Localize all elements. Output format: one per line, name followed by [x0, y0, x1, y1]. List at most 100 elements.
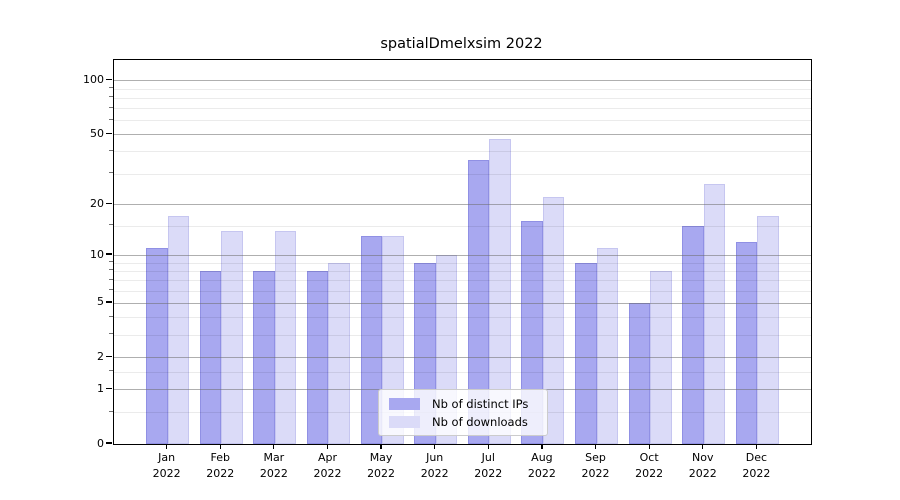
y-tick: [106, 78, 113, 81]
y-tick: [106, 301, 113, 303]
y-tick: [106, 442, 113, 444]
bar-distinct-ips-aug: [521, 220, 543, 444]
year-label: 2022: [688, 466, 717, 480]
x-tick-label-jun: Jun 2022: [407, 450, 463, 481]
x-tick: [702, 444, 704, 449]
year-label: 2022: [206, 466, 235, 480]
month-label: Sep: [585, 451, 606, 464]
y-minor-tick: [109, 106, 113, 108]
y-minor-tick: [109, 172, 113, 174]
x-tick: [594, 444, 597, 449]
legend-label-distinct-ips: Nb of distinct IPs: [432, 396, 529, 411]
plot-area: [113, 59, 812, 445]
bar-downloads-nov: [703, 184, 726, 444]
y-tick-label: 50: [90, 126, 104, 140]
y-tick-label: 100: [83, 72, 104, 86]
gridline-minor: [114, 88, 811, 90]
month-label: May: [369, 451, 393, 464]
x-tick-label-dec: Dec 2022: [728, 450, 784, 481]
y-minor-tick: [109, 370, 113, 372]
x-tick-label-oct: Oct 2022: [621, 450, 677, 481]
y-tick: [106, 202, 113, 204]
y-minor-tick: [109, 278, 113, 280]
x-tick: [487, 444, 489, 449]
gridline-major: [114, 255, 811, 257]
y-tick-label: 10: [90, 247, 104, 261]
y-minor-tick: [109, 333, 113, 335]
bar-distinct-ips-jul: [467, 159, 490, 444]
y-minor-tick: [109, 149, 113, 151]
gridline-minor: [114, 262, 811, 264]
y-tick-label: 1: [97, 381, 104, 395]
gridline-minor: [114, 290, 811, 292]
x-tick: [541, 444, 543, 449]
y-minor-tick: [109, 87, 113, 89]
gridline-minor: [114, 225, 811, 227]
y-tick: [106, 132, 113, 134]
y-minor-tick: [109, 224, 113, 226]
x-tick: [273, 444, 275, 449]
year-label: 2022: [367, 466, 396, 480]
x-tick-label-jul: Jul 2022: [460, 450, 516, 481]
gridline-minor: [114, 151, 811, 153]
month-label: Aug: [531, 451, 553, 464]
y-tick: [106, 253, 113, 255]
gridline-minor: [114, 97, 811, 99]
legend-swatch-downloads: [389, 415, 420, 428]
y-minor-tick: [109, 261, 113, 263]
month-label: Apr: [317, 451, 337, 464]
x-tick: [165, 444, 168, 449]
gridline-minor: [114, 173, 811, 175]
gridline-minor: [114, 334, 811, 336]
year-label: 2022: [474, 466, 503, 480]
y-tick-label: 0: [97, 436, 104, 450]
y-tick-label: 5: [97, 295, 104, 309]
y-minor-tick: [109, 269, 113, 271]
month-label: Dec: [745, 451, 768, 464]
legend-swatch-distinct-ips: [389, 397, 420, 410]
month-label: Oct: [639, 451, 659, 464]
bar-downloads-jul: [489, 139, 511, 444]
gridline-minor: [114, 371, 811, 373]
bar-downloads-aug: [542, 197, 565, 444]
legend-item-downloads: Nb of downloads: [379, 415, 547, 429]
y-tick-label: 2: [97, 349, 104, 363]
bar-downloads-mar: [274, 230, 297, 444]
bar-downloads-jan: [167, 216, 190, 444]
year-label: 2022: [313, 466, 342, 480]
year-label: 2022: [742, 466, 771, 480]
gridline-major: [114, 134, 811, 136]
y-minor-tick: [109, 410, 113, 412]
bar-downloads-dec: [757, 216, 779, 444]
y-tick: [106, 355, 113, 358]
year-label: 2022: [527, 466, 556, 480]
month-label: Jan: [158, 451, 176, 464]
gridline-major: [114, 357, 811, 359]
year-label: 2022: [420, 466, 449, 480]
legend-label-downloads: Nb of downloads: [432, 414, 528, 429]
month-label: Jul: [481, 451, 495, 464]
gridline-minor: [114, 280, 811, 282]
y-tick-label: 20: [90, 196, 104, 210]
x-tick: [434, 444, 436, 449]
year-label: 2022: [635, 466, 664, 480]
bar-downloads-sep: [596, 248, 618, 444]
gridline-minor: [114, 108, 811, 110]
y-minor-tick: [109, 289, 113, 291]
x-tick: [219, 444, 221, 449]
y-tick: [106, 387, 113, 390]
bar-distinct-ips-oct: [628, 302, 651, 444]
month-label: Mar: [263, 451, 285, 464]
bar-distinct-ips-sep: [575, 262, 597, 444]
year-label: 2022: [152, 466, 181, 480]
x-tick-label-feb: Feb 2022: [192, 450, 248, 481]
gridline-major: [114, 302, 811, 304]
x-tick: [326, 444, 329, 449]
y-minor-tick: [109, 96, 113, 98]
bar-downloads-feb: [221, 230, 243, 444]
y-minor-tick: [109, 118, 113, 120]
month-label: Feb: [210, 451, 230, 464]
chart-title: spatialDmelxsim 2022: [380, 36, 543, 52]
legend: Nb of distinct IPs Nb of downloads: [378, 389, 548, 436]
legend-item-distinct-ips: Nb of distinct IPs: [379, 397, 547, 411]
